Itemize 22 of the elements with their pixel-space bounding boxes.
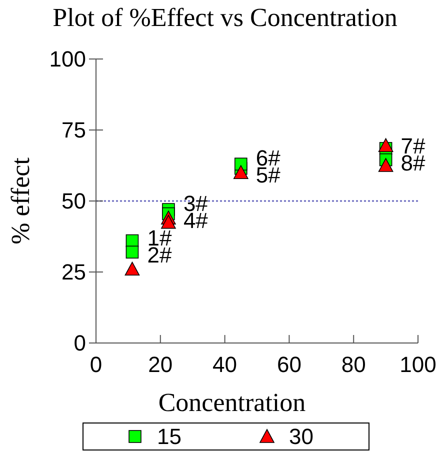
y-axis-title: % effect <box>6 156 35 244</box>
point <box>378 138 394 152</box>
x-tick-label: 20 <box>148 352 173 377</box>
point <box>234 165 248 179</box>
point <box>126 246 139 259</box>
point <box>161 214 176 229</box>
y-tick-label: 25 <box>62 260 86 285</box>
y-tick-label: 0 <box>74 330 86 356</box>
y-tick-label: 75 <box>62 118 86 143</box>
y-tick-label: 100 <box>49 46 86 72</box>
chart-title: Plot of %Effect vs Concentration <box>52 3 398 32</box>
x-tick-label: 100 <box>400 352 436 377</box>
legend-label: 30 <box>289 424 314 450</box>
x-tick-label: 0 <box>90 352 102 377</box>
x-tick-label: 80 <box>341 352 366 377</box>
point <box>378 158 394 172</box>
x-tick-label: 60 <box>276 352 302 377</box>
legend-label: 15 <box>157 424 182 450</box>
x-axis-title: Concentration <box>158 388 306 417</box>
y-tick-label: 50 <box>62 188 86 214</box>
point <box>124 262 140 276</box>
x-tick-label: 40 <box>212 352 238 377</box>
